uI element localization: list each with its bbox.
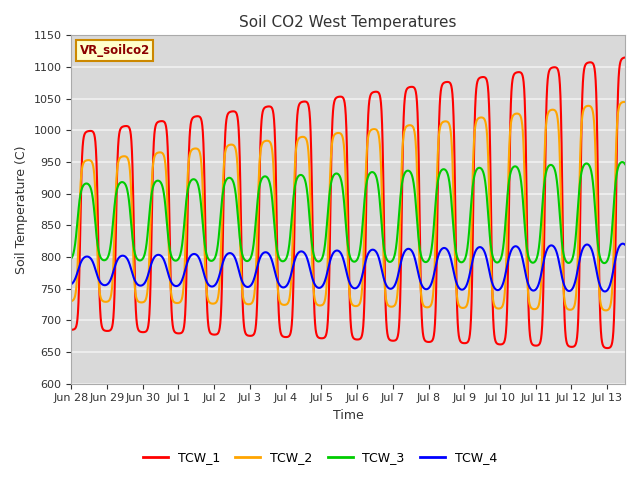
Y-axis label: Soil Temperature (C): Soil Temperature (C) <box>15 145 28 274</box>
TCW_1 <box>604 345 611 351</box>
Line: TCW_2: TCW_2 <box>71 102 625 311</box>
TCW_3 <box>600 260 608 266</box>
TCW_3 <box>504 195 511 201</box>
Title: Soil CO2 West Temperatures: Soil CO2 West Temperatures <box>239 15 457 30</box>
TCW_4 <box>96 278 104 284</box>
TCW_1 <box>322 333 330 338</box>
TCW_1 <box>504 300 511 306</box>
TCW_1 <box>337 94 344 99</box>
Text: VR_soilco2: VR_soilco2 <box>79 44 150 57</box>
TCW_4 <box>601 288 609 294</box>
Line: TCW_4: TCW_4 <box>71 244 625 291</box>
Line: TCW_3: TCW_3 <box>71 162 625 263</box>
TCW_4 <box>322 275 330 281</box>
TCW_2 <box>620 99 628 105</box>
TCW_2 <box>67 298 75 304</box>
TCW_3 <box>621 161 629 167</box>
TCW_1 <box>605 345 612 351</box>
TCW_3 <box>337 175 344 181</box>
TCW_4 <box>621 242 629 248</box>
TCW_4 <box>605 284 613 290</box>
TCW_3 <box>322 234 330 240</box>
TCW_1 <box>67 327 75 333</box>
TCW_4 <box>619 241 627 247</box>
TCW_1 <box>96 292 104 298</box>
TCW_3 <box>605 253 612 259</box>
TCW_1 <box>621 55 629 60</box>
TCW_3 <box>618 159 626 165</box>
TCW_2 <box>322 291 330 297</box>
TCW_4 <box>67 281 75 287</box>
TCW_3 <box>96 252 104 257</box>
TCW_4 <box>337 250 344 256</box>
X-axis label: Time: Time <box>333 409 364 422</box>
TCW_2 <box>602 308 610 313</box>
TCW_2 <box>605 306 613 312</box>
TCW_2 <box>96 288 104 294</box>
TCW_3 <box>67 255 75 261</box>
TCW_3 <box>605 252 613 257</box>
Legend: TCW_1, TCW_2, TCW_3, TCW_4: TCW_1, TCW_2, TCW_3, TCW_4 <box>138 446 502 469</box>
Line: TCW_1: TCW_1 <box>71 58 625 348</box>
TCW_1 <box>605 345 613 351</box>
TCW_2 <box>605 306 612 312</box>
TCW_2 <box>504 217 511 223</box>
TCW_2 <box>621 99 629 105</box>
TCW_4 <box>504 262 511 268</box>
TCW_4 <box>605 285 612 290</box>
TCW_2 <box>337 131 344 136</box>
